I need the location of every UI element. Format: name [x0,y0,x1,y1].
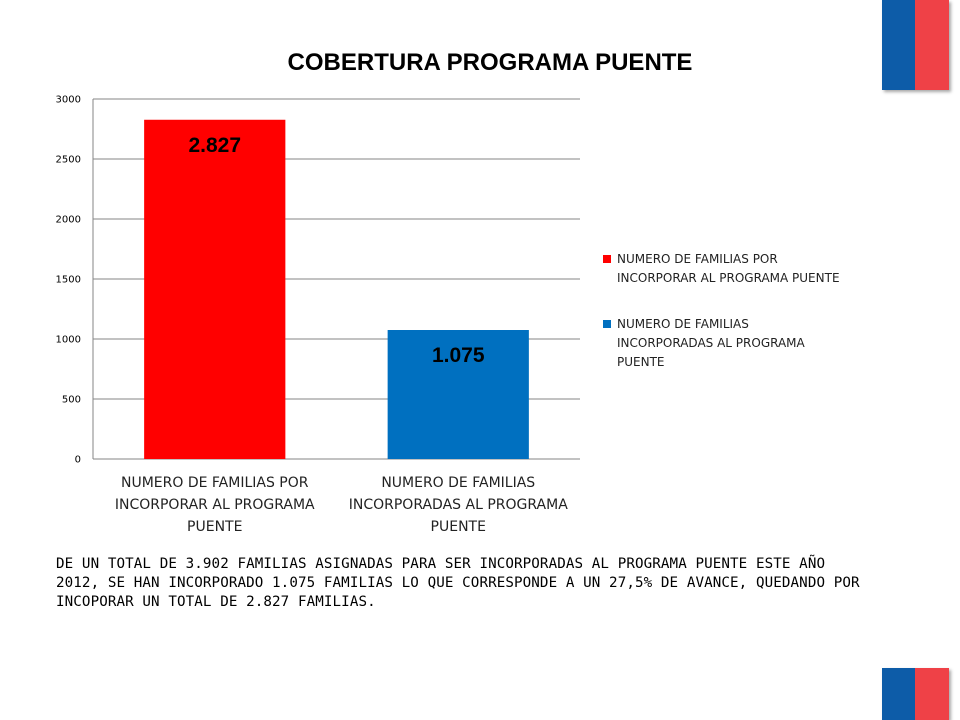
data-labels: 2.827 1.075 [188,134,484,367]
y-tick-label: 2000 [56,215,81,226]
bar-chart: COBERTURA PROGRAMA PUENTE 0 500 1000 1500 20… [56,49,840,535]
legend-label: NUMERO DE FAMILIAS INCORPORADAS AL PROGRA… [617,317,806,369]
x-category-label-line: INCORPORADAS AL PROGRAMA [349,497,568,513]
flag-logo-bottom [882,668,949,720]
summary-note: DE UN TOTAL DE 3.902 FAMILIAS ASIGNADAS … [56,556,860,610]
x-category-label: NUMERO DE FAMILIAS INCORPORADAS AL PROGRA… [349,475,568,535]
x-axis-categories: NUMERO DE FAMILIAS POR INCORPORAR AL PROG… [115,475,568,535]
y-axis-ticks: 0 500 1000 1500 2000 2500 3000 [56,95,81,466]
x-category-label: NUMERO DE FAMILIAS POR INCORPORAR AL PROG… [115,475,315,535]
flag-red-stripe [915,668,949,720]
flag-logo-top [882,0,949,90]
x-category-label-line: PUENTE [187,519,242,535]
legend-label-line: NUMERO DE FAMILIAS [617,317,749,331]
y-tick-label: 500 [62,395,81,406]
y-tick-label: 3000 [56,95,81,106]
legend-label-line: PUENTE [617,355,665,369]
flag-red-stripe [915,0,949,90]
x-category-label-line: NUMERO DE FAMILIAS POR [121,475,309,491]
y-tick-label: 1500 [56,275,81,286]
bar [144,119,286,459]
x-category-label-line: INCORPORAR AL PROGRAMA [115,497,315,513]
legend-label-line: INCORPORADAS AL PROGRAMA [617,336,806,350]
flag-blue-stripe [882,0,915,90]
x-category-label-line: NUMERO DE FAMILIAS [381,475,535,491]
legend-swatch [603,320,611,328]
y-tick-label: 0 [75,455,81,466]
flag-blue-stripe [882,668,915,720]
data-label: 1.075 [432,344,485,367]
legend-label-line: INCORPORAR AL PROGRAMA PUENTE [617,271,840,285]
legend: NUMERO DE FAMILIAS POR INCORPORAR AL PROG… [603,252,840,369]
bars [144,119,529,459]
y-tick-label: 2500 [56,155,81,166]
chart-title: COBERTURA PROGRAMA PUENTE [288,49,693,76]
bar [387,330,529,459]
legend-swatch [603,255,611,263]
legend-label: NUMERO DE FAMILIAS POR INCORPORAR AL PROG… [617,252,840,285]
y-tick-label: 1000 [56,335,81,346]
legend-label-line: NUMERO DE FAMILIAS POR [617,252,778,266]
data-label: 2.827 [188,134,241,157]
x-category-label-line: PUENTE [431,519,486,535]
